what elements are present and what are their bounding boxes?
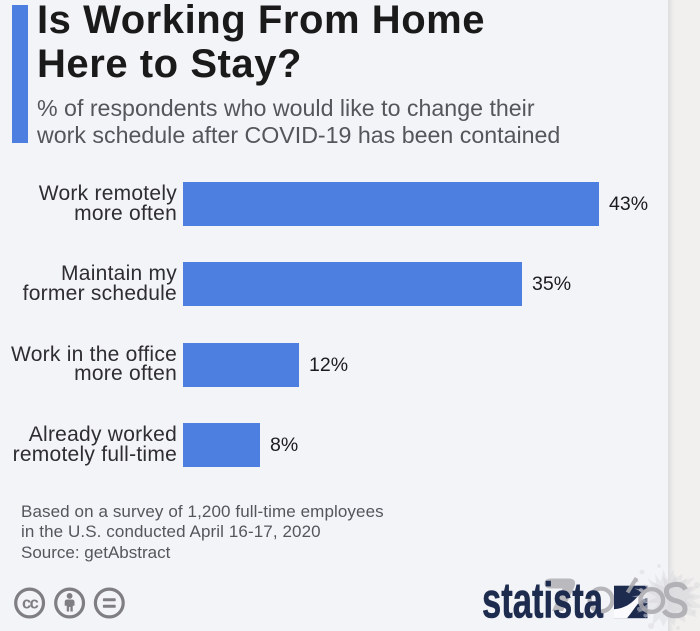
svg-text:cc: cc: [22, 595, 39, 613]
svg-text:statista: statista: [482, 573, 604, 629]
